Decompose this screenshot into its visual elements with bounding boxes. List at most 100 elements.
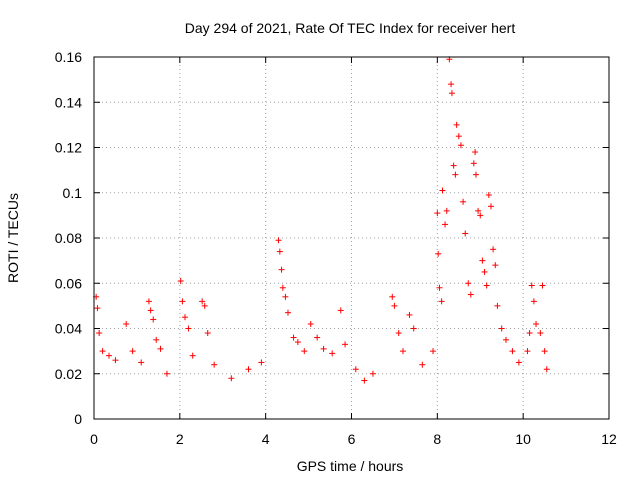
data-point — [472, 171, 479, 178]
data-point — [526, 330, 533, 337]
data-point — [282, 293, 289, 300]
data-point — [129, 348, 136, 355]
y-tick-label: 0.04 — [55, 321, 82, 337]
data-point — [179, 298, 186, 305]
data-point — [185, 325, 192, 332]
data-point — [211, 361, 218, 368]
data-point — [430, 348, 437, 355]
data-point — [419, 361, 426, 368]
data-point — [361, 377, 368, 384]
data-point — [406, 311, 413, 318]
data-point — [145, 298, 152, 305]
data-point — [479, 257, 486, 264]
data-point — [275, 237, 282, 244]
data-point — [181, 314, 188, 321]
y-tick-label: 0.02 — [55, 366, 82, 382]
data-point — [276, 248, 283, 255]
data-point — [314, 334, 321, 341]
data-point — [443, 207, 450, 214]
data-point — [245, 366, 252, 373]
data-point — [352, 366, 359, 373]
x-tick-label: 0 — [90, 431, 98, 447]
x-tick-label: 12 — [601, 431, 617, 447]
data-points — [93, 56, 550, 384]
data-point — [460, 198, 467, 205]
data-point — [515, 359, 522, 366]
data-point — [369, 370, 376, 377]
data-point — [147, 307, 154, 314]
x-axis-title: GPS time / hours — [297, 458, 404, 474]
data-point — [94, 305, 101, 312]
data-point — [290, 334, 297, 341]
data-point — [138, 359, 145, 366]
data-point — [477, 212, 484, 219]
data-point — [438, 298, 445, 305]
data-point — [475, 207, 482, 214]
x-tick-label: 2 — [176, 431, 184, 447]
data-point — [439, 187, 446, 194]
data-point — [457, 142, 464, 149]
data-point — [503, 336, 509, 343]
data-point — [483, 282, 490, 289]
y-tick-label: 0.08 — [55, 230, 82, 246]
data-point — [481, 268, 488, 275]
data-point — [472, 149, 479, 156]
data-point — [435, 250, 442, 257]
x-tick-labels: 0 2 4 6 8 10 12 — [90, 431, 617, 447]
data-point — [112, 357, 119, 364]
y-tick-label: 0.14 — [55, 94, 82, 110]
chart-title: Day 294 of 2021, Rate Of TEC Index for r… — [185, 20, 516, 36]
data-point — [492, 262, 499, 269]
data-point — [278, 266, 285, 273]
grid-lines — [94, 57, 609, 419]
data-point — [485, 192, 492, 199]
data-point — [465, 280, 472, 287]
y-tick-label: 0.16 — [55, 49, 82, 65]
x-tick-label: 10 — [515, 431, 531, 447]
data-point — [400, 348, 406, 355]
data-point — [487, 203, 494, 210]
data-point — [389, 293, 396, 300]
data-point — [470, 160, 477, 167]
data-point — [410, 325, 417, 332]
data-point — [279, 284, 286, 291]
data-point — [391, 302, 398, 309]
data-point — [467, 291, 474, 298]
y-tick-labels: 0 0.02 0.04 0.06 0.08 0.1 0.12 0.14 0.16 — [55, 49, 82, 427]
data-point — [537, 330, 544, 337]
data-point — [189, 352, 196, 359]
data-point — [539, 282, 546, 289]
x-tick-label: 8 — [433, 431, 441, 447]
data-point — [153, 336, 160, 343]
data-point — [543, 366, 550, 373]
y-tick-label: 0.12 — [55, 140, 82, 156]
y-axis-title: ROTI / TECUs — [5, 193, 21, 283]
data-point — [258, 359, 265, 366]
data-point — [320, 345, 327, 352]
y-tick-label: 0 — [74, 411, 82, 427]
data-point — [448, 81, 455, 88]
data-point — [294, 339, 301, 346]
data-point — [337, 307, 344, 314]
data-point — [123, 320, 130, 327]
data-point — [448, 90, 455, 97]
data-point — [490, 246, 497, 253]
data-point — [284, 309, 291, 316]
data-point — [201, 302, 208, 309]
data-point — [106, 352, 113, 359]
data-point — [452, 171, 459, 178]
data-point — [395, 330, 402, 337]
data-point — [150, 316, 157, 323]
data-point — [434, 210, 441, 217]
data-point — [528, 282, 535, 289]
data-point — [453, 121, 460, 128]
data-point — [450, 162, 457, 169]
data-point — [541, 348, 548, 355]
data-point — [329, 350, 336, 357]
data-point — [204, 330, 211, 337]
data-point — [177, 277, 184, 284]
data-point — [533, 320, 540, 327]
data-point — [199, 298, 206, 305]
data-point — [99, 348, 106, 355]
data-point — [494, 302, 501, 309]
